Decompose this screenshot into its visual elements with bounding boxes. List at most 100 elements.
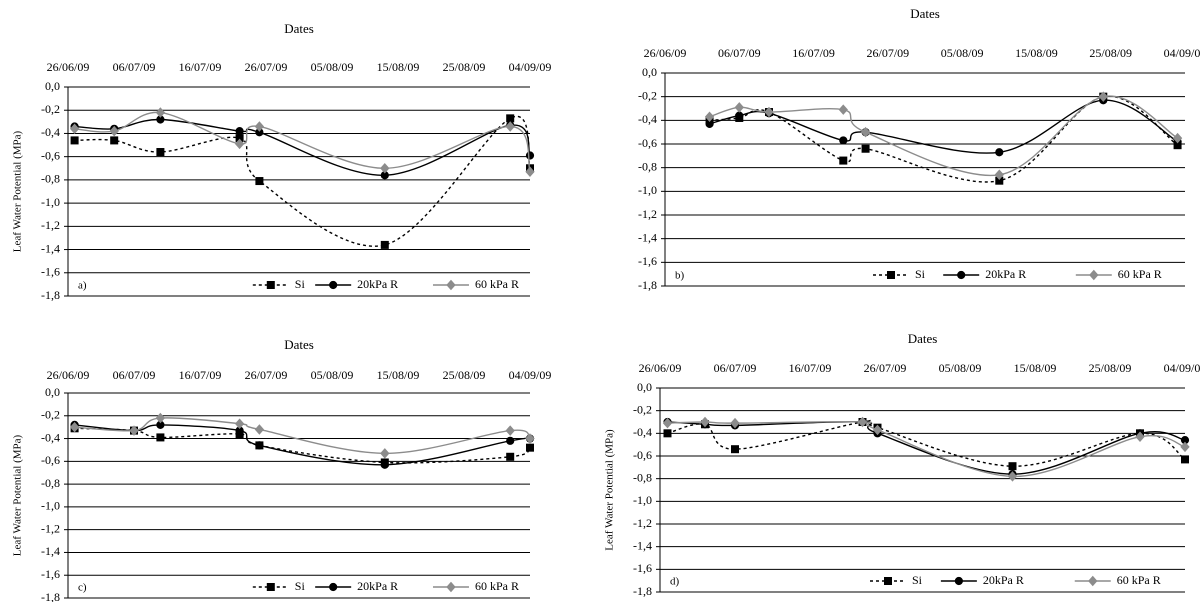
legend-marker	[446, 279, 456, 291]
series-line	[667, 420, 1186, 478]
y-tick-label: -1,8	[638, 278, 657, 292]
legend-marker	[957, 270, 966, 280]
x-tick-label: 06/07/09	[113, 368, 156, 382]
y-tick-label: -1,4	[638, 230, 657, 244]
legend-label: 20kPa R	[357, 277, 398, 291]
legend-marker	[266, 583, 275, 591]
legend-label: 20kPa R	[983, 573, 1024, 587]
y-tick-label: -1,4	[633, 538, 652, 552]
data-point	[1007, 471, 1018, 482]
data-point	[255, 441, 264, 450]
y-tick-label: -1,4	[41, 544, 60, 558]
y-tick-label: -0,6	[41, 453, 60, 467]
x-tick-label: 15/08/09	[377, 368, 420, 382]
data-point	[69, 123, 80, 135]
legend-label: Si	[912, 573, 923, 587]
series-line	[667, 419, 1186, 467]
legend-marker	[954, 576, 963, 586]
data-point	[857, 416, 868, 428]
chart-title: Dates	[910, 6, 940, 21]
legend-marker	[887, 271, 895, 279]
series-line	[74, 424, 531, 466]
y-tick-label: -0,6	[638, 136, 657, 150]
data-point	[255, 177, 264, 186]
legend-label: 60 kPa R	[475, 579, 519, 593]
legend-marker	[329, 280, 338, 290]
x-tick-label: 05/08/09	[311, 60, 354, 74]
legend-label: 60 kPa R	[1117, 573, 1161, 587]
y-tick-label: -1,0	[633, 493, 652, 507]
data-point	[234, 138, 245, 150]
y-tick-label: -0,8	[41, 172, 60, 186]
y-tick-label: -0,6	[41, 148, 60, 162]
x-tick-label: 06/07/09	[113, 60, 156, 74]
data-point	[69, 421, 80, 433]
y-tick-label: -1,8	[41, 288, 60, 302]
x-tick-label: 25/08/09	[443, 368, 486, 382]
y-tick-label: -0,2	[638, 88, 657, 102]
data-point	[838, 104, 848, 115]
x-tick-label: 26/07/09	[867, 46, 910, 60]
data-point	[156, 433, 165, 442]
y-tick-label: -1,2	[41, 218, 60, 232]
x-tick-label: 06/07/09	[718, 46, 761, 60]
data-point	[839, 136, 848, 145]
y-axis-label: Leaf Water Potential (MPa)	[12, 434, 24, 556]
x-tick-label: 05/08/09	[311, 368, 354, 382]
legend-marker	[884, 577, 892, 585]
legend-label: Si	[295, 277, 306, 291]
data-point	[109, 125, 119, 137]
data-point	[525, 151, 535, 160]
panel-label: c)	[78, 582, 87, 594]
legend-label: 20kPa R	[357, 579, 398, 593]
x-tick-label: 04/09/09	[1164, 46, 1200, 60]
data-point	[234, 418, 245, 430]
y-tick-label: -1,0	[638, 183, 657, 197]
y-tick-label: -1,0	[41, 499, 60, 513]
x-tick-label: 15/08/09	[1014, 361, 1057, 375]
data-point	[380, 460, 389, 469]
x-tick-label: 16/07/09	[179, 368, 222, 382]
data-point	[994, 169, 1004, 181]
data-point	[731, 445, 739, 454]
data-point	[1181, 455, 1189, 464]
y-tick-label: -1,6	[41, 265, 60, 279]
data-point	[861, 144, 870, 153]
y-tick-label: -1,6	[638, 254, 657, 268]
x-tick-label: 16/07/09	[179, 60, 222, 74]
legend-marker	[1088, 575, 1098, 587]
x-tick-label: 05/08/09	[941, 46, 984, 60]
x-tick-label: 25/08/09	[1089, 361, 1132, 375]
x-tick-label: 26/07/09	[245, 368, 288, 382]
data-point	[110, 136, 119, 145]
y-tick-label: 0,0	[45, 385, 60, 399]
data-point	[380, 240, 389, 249]
legend-marker	[329, 582, 338, 592]
data-point	[506, 452, 515, 461]
x-tick-label: 06/07/09	[714, 361, 757, 375]
chart-title: Dates	[284, 337, 314, 352]
y-tick-label: 0,0	[45, 79, 60, 93]
data-point	[734, 102, 744, 113]
y-tick-label: -0,2	[41, 102, 60, 116]
data-point	[129, 425, 139, 436]
x-tick-label: 05/08/09	[939, 361, 982, 375]
x-tick-label: 26/07/09	[245, 60, 288, 74]
legend-label: Si	[295, 579, 306, 593]
y-tick-label: -0,8	[638, 159, 657, 173]
x-tick-label: 25/08/09	[443, 60, 486, 74]
x-tick-label: 04/09/09	[1164, 361, 1200, 375]
y-tick-label: -0,4	[638, 112, 657, 126]
data-point	[254, 424, 265, 435]
y-tick-label: -1,4	[41, 241, 60, 255]
x-tick-label: 16/07/09	[792, 46, 835, 60]
x-tick-label: 16/07/09	[789, 361, 832, 375]
data-point	[730, 417, 740, 429]
series-line	[709, 95, 1178, 183]
legend-marker	[446, 581, 456, 593]
data-point	[704, 111, 715, 123]
x-tick-label: 26/06/09	[644, 46, 687, 60]
x-tick-label: 15/08/09	[1015, 46, 1058, 60]
y-tick-label: 0,0	[642, 65, 657, 79]
y-tick-label: -1,8	[41, 590, 60, 602]
